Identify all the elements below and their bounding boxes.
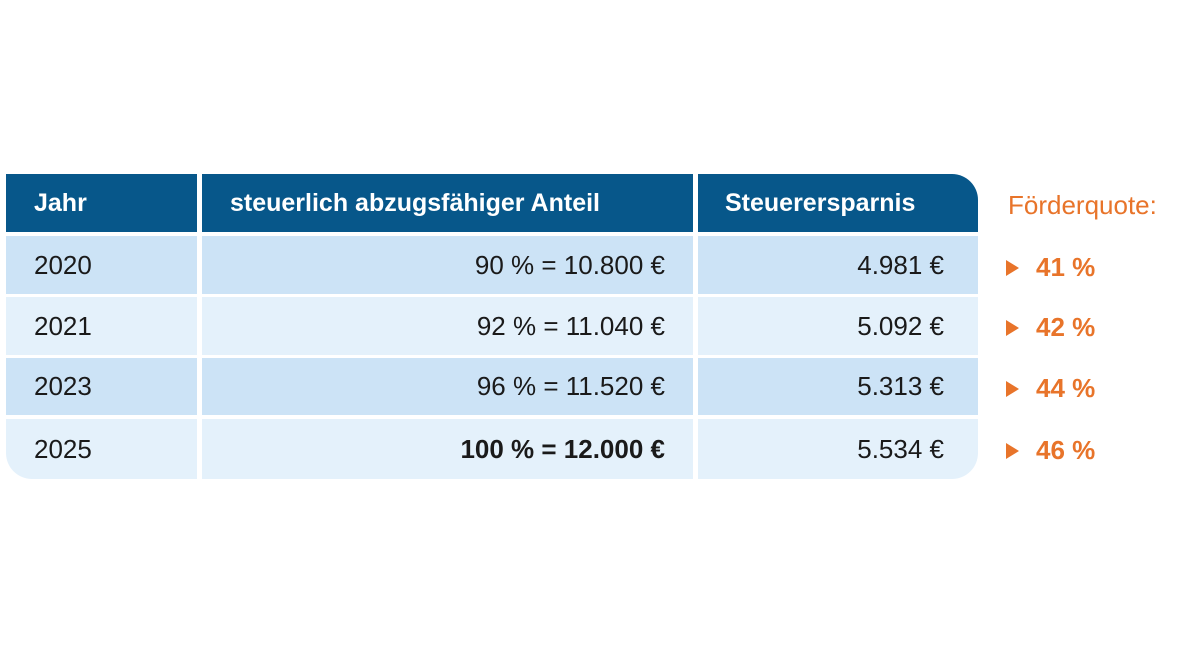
foerderquote-item: 46 % [1006, 435, 1095, 466]
row-year: 2020 [6, 236, 197, 294]
foerderquote-value: 44 % [1036, 373, 1096, 403]
row-year: 2023 [6, 358, 197, 415]
foerderquote-value: 46 % [1036, 435, 1096, 465]
header-tax-saving: Steuerersparnis [698, 174, 978, 232]
triangle-right-icon [1006, 442, 1019, 459]
triangle-right-icon [1006, 380, 1019, 397]
row-share: 92 % = 11.040 € [202, 297, 693, 355]
header-deductible-share: steuerlich abzugsfähiger Anteil [202, 174, 693, 232]
row-year: 2025 [6, 419, 197, 479]
row-saving: 5.534 € [698, 419, 978, 479]
foerderquote-value: 42 % [1036, 312, 1096, 342]
triangle-right-icon [1006, 319, 1019, 336]
foerderquote-value: 41 % [1036, 252, 1096, 282]
row-saving: 5.092 € [698, 297, 978, 355]
row-year: 2021 [6, 297, 197, 355]
foerderquote-item: 42 % [1006, 312, 1095, 343]
row-saving: 4.981 € [698, 236, 978, 294]
tax-table: Jahr steuerlich abzugsfähiger Anteil Ste… [6, 174, 978, 479]
foerderquote-item: 41 % [1006, 252, 1095, 283]
row-share: 90 % = 10.800 € [202, 236, 693, 294]
row-share: 100 % = 12.000 € [202, 419, 693, 479]
row-saving: 5.313 € [698, 358, 978, 415]
foerderquote-label: Förderquote: [1008, 190, 1157, 220]
triangle-right-icon [1006, 259, 1019, 276]
foerderquote-item: 44 % [1006, 373, 1095, 404]
header-year: Jahr [6, 174, 197, 232]
row-share: 96 % = 11.520 € [202, 358, 693, 415]
